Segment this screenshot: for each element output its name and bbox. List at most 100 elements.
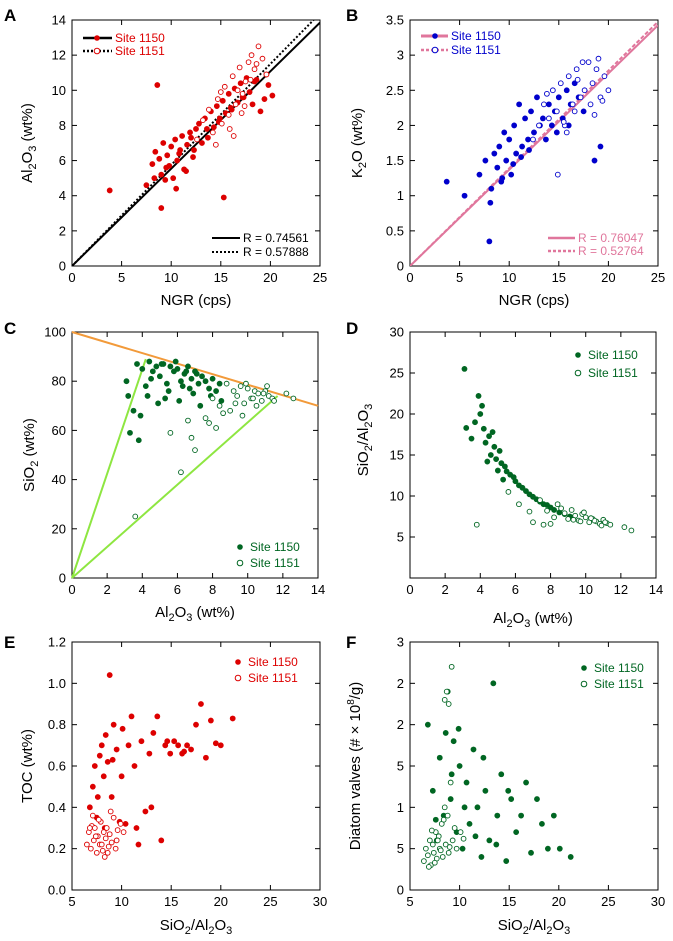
data-point-site-1151	[209, 395, 216, 402]
data-point-site-1150	[479, 402, 485, 409]
panel-b: B 0 5 10 15 20 25 0 0.5 1 1.5 2 2.5 3 3.5 K2O (wt%) N…	[346, 6, 665, 309]
data-point-site-1150	[522, 115, 528, 122]
data-point-site-1151	[607, 521, 614, 528]
x-tick-label: 20	[601, 270, 615, 285]
panel-a-marks: 0 5 10 15 20 25 0 2 4 6 8 10 12 14	[52, 13, 328, 286]
x-tick-label: 10	[164, 270, 178, 285]
data-point-site-1150	[172, 358, 179, 365]
data-point-site-1150	[493, 841, 500, 848]
panel-b-legend: Site 1150 Site 1151	[421, 29, 501, 57]
data-point-site-1150	[528, 108, 534, 115]
data-point-site-1150	[432, 816, 439, 823]
data-point-site-1151	[253, 402, 260, 409]
y-tick-label: 20	[52, 521, 66, 536]
data-point-site-1150	[486, 238, 493, 245]
data-point-site-1150	[448, 771, 455, 778]
data-point-site-1150	[154, 713, 161, 720]
data-point-site-1150	[513, 150, 520, 157]
data-point-site-1150	[134, 361, 140, 367]
data-point-site-1150	[461, 804, 468, 811]
data-point-site-1151	[451, 825, 458, 831]
data-point-site-1151	[114, 827, 121, 833]
x-tick-label: 0	[68, 270, 75, 285]
data-point-site-1150	[162, 395, 169, 402]
data-point-site-1150	[187, 129, 193, 136]
x-tick-label: 10	[240, 582, 254, 597]
data-point-site-1150	[100, 773, 107, 780]
data-point-site-1150	[197, 402, 204, 409]
data-point-site-1150	[476, 171, 483, 178]
data-point-site-1150	[567, 854, 574, 860]
data-point-site-1150	[463, 779, 470, 786]
y-tick-label: 20	[390, 407, 404, 422]
y-tick-label: 0	[397, 883, 404, 898]
data-point-site-1151	[188, 434, 195, 441]
panel-b-xlabel: NGR (cps)	[499, 292, 570, 309]
y-tick-label: 80	[52, 374, 66, 389]
data-point-site-1150	[142, 808, 149, 815]
data-point-site-1151	[232, 101, 239, 108]
legend-marker-filled	[432, 33, 438, 39]
panel-e-marks: 5 10 15 20 25 30 0.0 0.2 0.4 0.6 0.8 1.0 1.2	[48, 635, 327, 910]
x-tick-label: 30	[651, 894, 665, 909]
data-point-site-1150	[216, 380, 223, 387]
data-point-site-1150	[480, 754, 487, 761]
data-point-site-1151	[185, 417, 191, 424]
data-point-site-1150	[553, 129, 560, 136]
legend-site-1151: Site 1151	[451, 43, 501, 57]
data-point-site-1151	[200, 117, 206, 124]
data-point-site-1151	[571, 108, 578, 115]
x-tick-label: 12	[614, 582, 628, 597]
data-point-site-1151	[110, 814, 117, 821]
data-point-site-1151	[445, 849, 452, 856]
data-point-site-1150	[162, 176, 169, 183]
data-point-site-1150	[188, 134, 194, 141]
data-point-site-1151	[587, 101, 594, 108]
data-point-site-1151	[226, 126, 233, 132]
x-tick-label: 25	[601, 894, 615, 909]
data-point-site-1150	[186, 385, 193, 392]
legend-marker-filled	[575, 352, 581, 358]
x-tick-label: 20	[552, 894, 566, 909]
data-point-site-1151	[425, 864, 432, 870]
x-tick-label: 5	[68, 894, 75, 909]
data-point-site-1150	[125, 393, 132, 399]
data-point-site-1151	[244, 385, 251, 392]
data-point-site-1150	[160, 140, 167, 146]
data-point-site-1150	[518, 154, 525, 160]
data-point-site-1150	[478, 854, 485, 860]
data-point-site-1151	[98, 841, 105, 848]
data-point-site-1150	[447, 796, 454, 802]
data-point-site-1151	[595, 55, 602, 62]
data-point-site-1150	[487, 199, 494, 206]
y-tick-label: 100	[44, 325, 66, 340]
data-point-site-1151	[95, 816, 102, 823]
data-point-site-1150	[89, 783, 96, 790]
data-point-site-1150	[168, 143, 175, 150]
data-point-site-1151	[234, 393, 241, 399]
x-tick-label: 15	[164, 894, 178, 909]
data-point-site-1151	[264, 383, 270, 389]
data-point-site-1151	[447, 779, 454, 786]
y-tick-label: 15	[390, 448, 404, 463]
data-point-site-1151	[117, 821, 124, 827]
data-point-site-1150	[108, 794, 115, 800]
data-point-site-1150	[163, 380, 170, 387]
data-point-site-1150	[199, 373, 205, 380]
data-point-site-1151	[132, 513, 139, 520]
data-point-site-1150	[104, 758, 111, 765]
x-tick-label: 8	[547, 582, 554, 597]
data-point-site-1150	[501, 129, 508, 136]
data-point-site-1151	[255, 390, 262, 397]
panel-a-label: A	[4, 6, 16, 25]
legend-marker-open	[236, 559, 244, 567]
data-point-site-1151	[473, 521, 480, 528]
x-tick-label: 25	[651, 270, 665, 285]
y-tick-label: 4	[59, 188, 66, 203]
data-point-site-1151	[554, 171, 561, 178]
data-point-site-1150	[156, 373, 163, 380]
data-point-site-1151	[460, 835, 467, 842]
data-point-site-1150	[474, 804, 481, 811]
data-point-site-1150	[184, 742, 190, 749]
